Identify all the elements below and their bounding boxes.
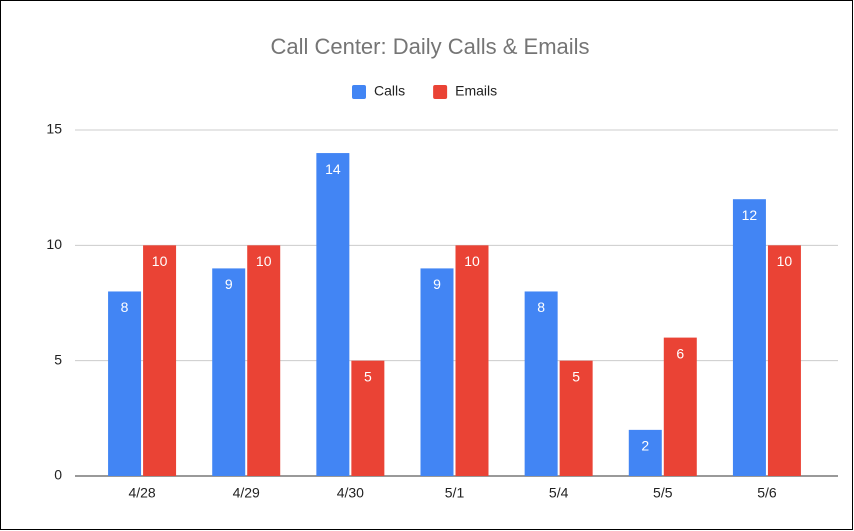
- bar: [732, 199, 766, 476]
- y-tick-label: 10: [46, 236, 62, 252]
- legend-swatch: [433, 85, 448, 99]
- bar: [247, 245, 281, 476]
- bar: [767, 245, 801, 476]
- legend-label: Calls: [374, 83, 405, 99]
- data-label: 5: [364, 368, 372, 384]
- legend-label: Emails: [455, 83, 497, 99]
- x-tick-label: 5/6: [757, 485, 777, 501]
- x-tick-label: 4/30: [337, 485, 364, 501]
- data-label: 2: [641, 438, 649, 454]
- bar: [351, 360, 385, 476]
- x-tick-label: 4/28: [128, 485, 155, 501]
- y-tick-label: 0: [54, 467, 62, 483]
- data-label: 14: [325, 161, 341, 177]
- data-label: 5: [572, 368, 580, 384]
- bar: [108, 291, 142, 476]
- bar: [316, 153, 350, 477]
- y-tick-label: 15: [46, 121, 62, 137]
- bar: [455, 245, 489, 476]
- data-label: 9: [225, 276, 233, 292]
- x-tick-label: 5/1: [445, 485, 465, 501]
- data-label: 10: [777, 253, 793, 269]
- bar: [628, 429, 662, 476]
- x-tick-label: 5/5: [653, 485, 673, 501]
- y-tick-label: 5: [54, 351, 62, 367]
- data-label: 8: [121, 299, 129, 315]
- legend-swatch: [352, 85, 366, 99]
- bar: [524, 291, 558, 476]
- bar: [143, 245, 177, 476]
- chart-title: Call Center: Daily Calls & Emails: [270, 34, 589, 59]
- bar: [212, 268, 246, 476]
- data-label: 10: [464, 253, 480, 269]
- data-label: 10: [256, 253, 272, 269]
- data-label: 12: [742, 207, 758, 223]
- data-label: 9: [433, 276, 441, 292]
- bar: [559, 360, 593, 476]
- bar: [663, 337, 697, 476]
- x-tick-label: 5/4: [549, 485, 569, 501]
- data-label: 6: [676, 345, 684, 361]
- x-tick-label: 4/29: [233, 485, 260, 501]
- data-label: 8: [537, 299, 545, 315]
- data-label: 10: [152, 253, 168, 269]
- bar: [420, 268, 454, 476]
